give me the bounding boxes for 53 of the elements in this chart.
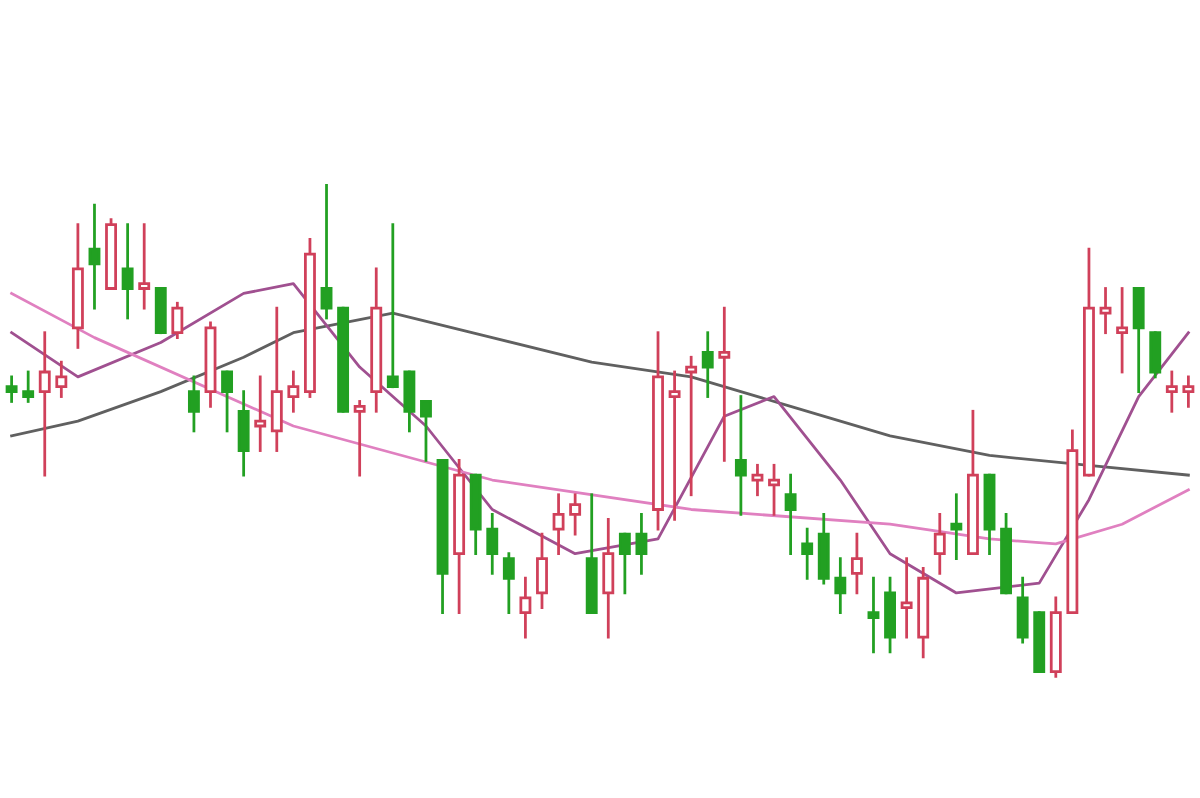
- candlestick: [486, 513, 499, 575]
- candlestick: [536, 532, 548, 610]
- candlestick: [55, 360, 68, 398]
- candlestick: [850, 532, 863, 595]
- candlestick: [5, 375, 18, 403]
- candlestick: [701, 331, 714, 398]
- candlestick: [618, 532, 631, 595]
- candlestick: [933, 513, 946, 575]
- candlestick: [386, 223, 399, 389]
- candlestick: [867, 576, 880, 654]
- candlestick: [817, 513, 830, 585]
- candlestick: [950, 493, 963, 560]
- candlestick: [420, 400, 432, 462]
- candlestick: [154, 287, 167, 335]
- candlestick: [884, 576, 896, 654]
- candlestick: [254, 375, 267, 452]
- candlestick: [502, 552, 515, 615]
- candlestick: [88, 203, 101, 310]
- candlestick: [121, 223, 134, 320]
- candlestick: [1099, 287, 1112, 335]
- candlestick: [519, 576, 532, 639]
- candlestick: [602, 517, 615, 639]
- candlestick: [569, 493, 582, 536]
- candlestick: [171, 301, 184, 340]
- candlestick: [221, 370, 234, 433]
- candlestick: [1149, 331, 1162, 379]
- candlestick: [270, 306, 283, 452]
- candlestick: [801, 527, 814, 580]
- candlestick: [1116, 287, 1129, 374]
- candlestick: [138, 223, 151, 310]
- candlestick: [320, 183, 333, 320]
- candlestick: [187, 375, 200, 433]
- candlestick: [784, 473, 797, 556]
- candlestick: [751, 463, 764, 497]
- candlestick: [1165, 370, 1178, 413]
- candlestick: [734, 395, 747, 516]
- candlestick: [768, 463, 780, 516]
- candlestick: [287, 370, 300, 413]
- candlestick: [1132, 287, 1145, 394]
- candlestick: [834, 557, 847, 615]
- candlestick: [1016, 576, 1029, 644]
- candlestick: [685, 355, 698, 497]
- candlestick: [38, 331, 51, 477]
- candlestick: [1182, 375, 1195, 408]
- candlestick: [552, 493, 565, 556]
- candlestick: [635, 513, 648, 575]
- candlestick: [718, 306, 731, 462]
- candlestick: [668, 370, 681, 521]
- candlestick: [237, 390, 250, 477]
- candlestick: [900, 557, 913, 639]
- candlestick: [353, 400, 366, 477]
- candlestick: [403, 370, 416, 433]
- candlestick: [22, 370, 35, 403]
